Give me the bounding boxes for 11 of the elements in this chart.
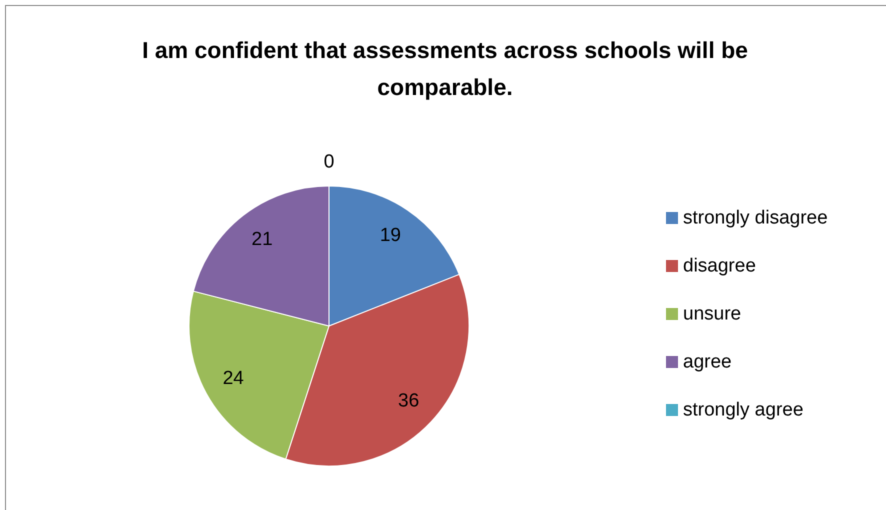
- legend-label: disagree: [683, 256, 756, 276]
- legend-label: strongly disagree: [683, 208, 828, 228]
- data-label: 19: [380, 225, 401, 246]
- legend-label: unsure: [683, 304, 742, 324]
- chart-title: I am confident that assessments across schools will be comparable.: [142, 37, 748, 100]
- text: 0: [324, 152, 334, 172]
- legend-label: strongly agree: [683, 400, 804, 420]
- data-label: 21: [252, 229, 273, 250]
- data-label: 36: [398, 390, 420, 412]
- data-label: 24: [222, 368, 244, 390]
- legend-label: agree: [683, 352, 732, 372]
